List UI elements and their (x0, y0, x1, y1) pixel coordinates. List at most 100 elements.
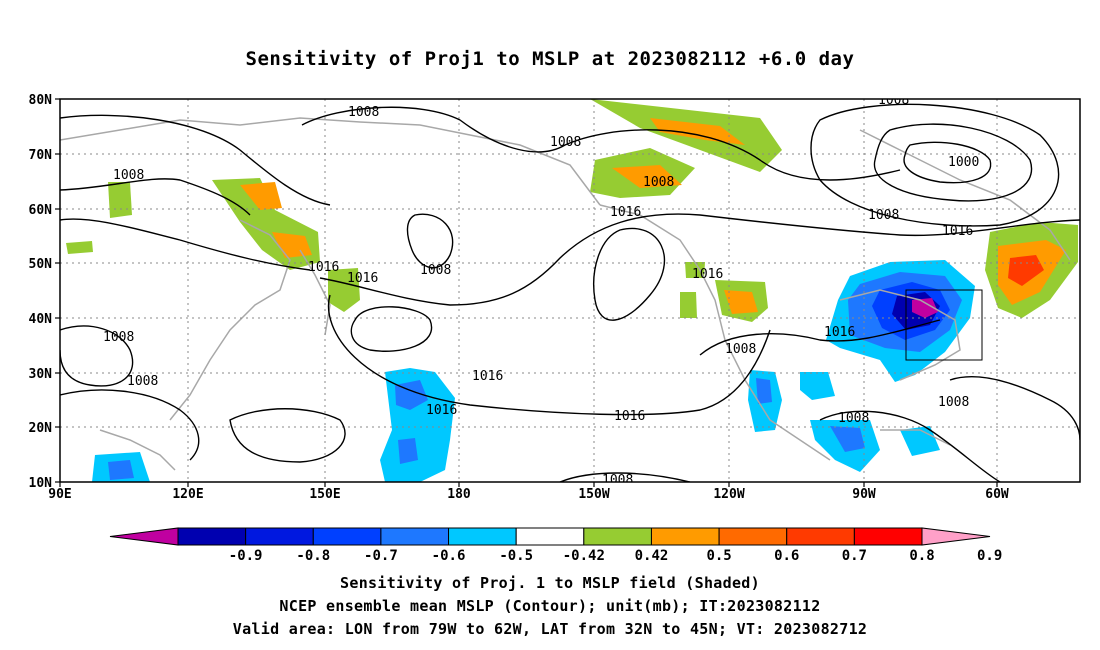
positive-area (272, 232, 312, 258)
contour-label: 1016 (824, 325, 855, 340)
colorbar-label: -0.6 (432, 548, 466, 564)
lat-label: 30N (29, 367, 53, 382)
positive-area (240, 182, 282, 210)
colorbar-label: 0.9 (977, 548, 1002, 564)
contour-line (699, 319, 941, 356)
colorbar-segment (786, 527, 855, 546)
contour-label: 1008 (348, 105, 379, 120)
contour-label: 1016 (610, 205, 641, 220)
positive-area (1008, 255, 1044, 286)
positive-area (328, 268, 360, 312)
contour-line (350, 306, 433, 352)
positive-area (685, 262, 705, 278)
coastline (859, 129, 1071, 261)
contour-line (819, 410, 1001, 482)
colorbar-segment (380, 527, 450, 546)
contour-line (60, 178, 251, 216)
contour-line (406, 213, 454, 269)
lat-label: 20N (29, 421, 53, 436)
contour-label: 1008 (868, 208, 899, 223)
lon-label: 90E (48, 487, 71, 502)
contour-label: 1008 (127, 374, 158, 389)
colorbar-label: -0.8 (296, 548, 330, 564)
contour-line (559, 472, 691, 482)
colorbar-label: 0.6 (774, 548, 799, 564)
lat-label: 10N (29, 476, 53, 491)
contour-label: 1008 (725, 342, 756, 357)
positive-area (612, 165, 682, 188)
colorbar-segment (312, 527, 382, 546)
contour-line (319, 213, 1080, 306)
contour-label: 1000 (948, 155, 979, 170)
colorbar-label: 0.7 (842, 548, 867, 564)
contour-line (593, 227, 666, 321)
coastline (880, 429, 951, 446)
contour-label: 1008 (420, 263, 451, 278)
positive-area (724, 290, 758, 314)
contour-line (873, 123, 1033, 202)
latitude-labels: 80N 70N 60N 50N 40N 30N 20N 10N (29, 93, 53, 491)
lon-label: 90W (852, 487, 876, 502)
contour-line (60, 114, 331, 206)
contour-labels: 1008 1008 1008 1008 1016 1016 1008 1016 … (103, 93, 979, 488)
contour-line (60, 218, 311, 271)
contour-label: 1008 (878, 93, 909, 108)
contour-line (949, 376, 1080, 441)
colorbar-segment (177, 527, 247, 546)
contour-label: 1008 (838, 411, 869, 426)
map-frame (59, 98, 1081, 483)
colorbar-label: -0.42 (563, 548, 605, 564)
lon-label: 120E (172, 487, 203, 502)
contour-label: 1008 (550, 135, 581, 150)
contour-line (327, 294, 771, 416)
positive-area (680, 292, 697, 318)
coastline (839, 289, 961, 381)
axis-ticks (55, 98, 998, 487)
contour-label: 1008 (938, 395, 969, 410)
coastline (599, 204, 831, 461)
lon-label: 150E (309, 487, 340, 502)
colorbar-segment (448, 527, 517, 546)
negative-area (800, 372, 835, 400)
positive-area (108, 182, 132, 218)
contour-label: 1008 (602, 473, 633, 488)
footer-line-3: Valid area: LON from 79W to 62W, LAT fro… (232, 620, 868, 638)
lat-label: 70N (29, 148, 53, 163)
colorbar-label: -0.5 (499, 548, 533, 564)
lon-label: 180 (447, 487, 471, 502)
coastline (169, 219, 291, 421)
lat-label: 50N (29, 257, 53, 272)
colorbar-label: 0.8 (909, 548, 934, 564)
colorbar-segment (853, 527, 923, 546)
longitude-labels: 90E 120E 150E 180 150W 120W 90W 60W (48, 487, 1009, 502)
contour-line (60, 325, 134, 387)
colorbar-label: -0.7 (364, 548, 398, 564)
colorbar-label: -0.9 (229, 548, 263, 564)
colorbar-segment (245, 527, 314, 546)
colorbar-segment (515, 527, 585, 546)
negative-area (900, 426, 940, 456)
lat-label: 60N (29, 203, 53, 218)
colorbar-segment (650, 527, 720, 546)
lon-label: 150W (578, 487, 609, 502)
contour-line (810, 103, 1060, 227)
negative-area (830, 426, 865, 452)
negative-area (398, 438, 418, 464)
negative-area (912, 298, 938, 318)
contour-label: 1008 (103, 330, 134, 345)
contour-line (60, 389, 200, 461)
colorbar-segment (109, 527, 179, 546)
contour-label: 1016 (472, 369, 503, 384)
colorbar: -0.9 -0.8 -0.7 -0.6 -0.5 -0.42 0.42 0.5 0.6 0.7 0.… (109, 527, 1002, 564)
contour-label: 1016 (692, 267, 723, 282)
contour-label: 1008 (113, 168, 144, 183)
valid-area-box (905, 289, 983, 361)
mslp-contours (60, 103, 1080, 482)
map-title: Sensitivity of Proj1 to MSLP at 20230821… (245, 48, 855, 70)
lon-label: 60W (985, 487, 1009, 502)
colorbar-segment (583, 527, 652, 546)
positive-area (650, 118, 745, 145)
lon-label: 120W (713, 487, 744, 502)
negative-area (108, 460, 134, 480)
